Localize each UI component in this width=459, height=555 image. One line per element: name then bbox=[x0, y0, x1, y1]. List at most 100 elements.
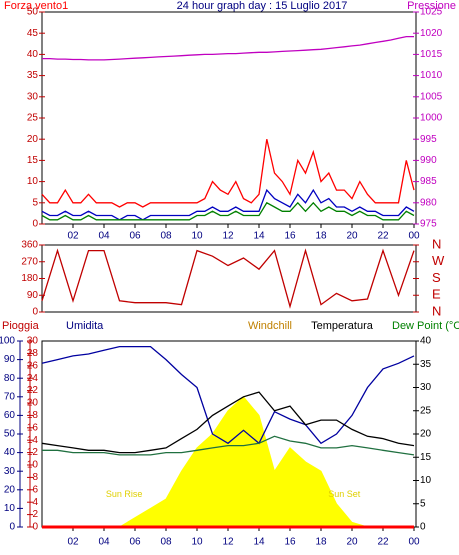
x-tick-label: 18 bbox=[315, 231, 327, 242]
chart-title: 24 hour graph day : 15 Luglio 2017 bbox=[177, 0, 348, 12]
tick-label: 360 bbox=[21, 240, 38, 251]
tick-label: 5 bbox=[32, 197, 38, 208]
temperature-label: Temperatura bbox=[311, 320, 374, 332]
tick-label: 80 bbox=[4, 373, 16, 384]
x-tick-label: 18 bbox=[315, 537, 327, 548]
x-tick-label: 00 bbox=[408, 537, 420, 548]
tick-label: 4 bbox=[32, 497, 38, 508]
annotation: Sun Set bbox=[328, 489, 361, 499]
tick-label: 40 bbox=[27, 49, 39, 60]
line bbox=[41, 345, 415, 445]
windchill-label: Windchill bbox=[248, 320, 292, 332]
x-tick-label: 04 bbox=[98, 231, 110, 242]
x-tick-label: 06 bbox=[129, 537, 141, 548]
tick-label: E bbox=[432, 287, 441, 302]
tick-label: 5 bbox=[420, 498, 426, 509]
line bbox=[42, 35, 414, 61]
line bbox=[41, 188, 415, 221]
tick-label: 60 bbox=[4, 410, 16, 421]
tick-label: 990 bbox=[420, 155, 437, 166]
x-tick-label: 02 bbox=[67, 537, 79, 548]
line bbox=[41, 248, 415, 309]
line bbox=[41, 139, 415, 208]
x-tick-label: 08 bbox=[160, 231, 172, 242]
tick-label: 1005 bbox=[420, 91, 443, 102]
tick-label: 995 bbox=[420, 134, 437, 145]
tick-label: 30 bbox=[27, 91, 39, 102]
tick-label: 1000 bbox=[420, 113, 443, 124]
tick-label: 0 bbox=[420, 522, 426, 533]
tick-label: N bbox=[432, 303, 441, 318]
tick-label: 180 bbox=[21, 273, 38, 284]
x-tick-label: 06 bbox=[129, 231, 141, 242]
tick-label: 0 bbox=[32, 307, 38, 318]
tick-label: 1010 bbox=[420, 70, 443, 81]
tick-label: 30 bbox=[420, 382, 432, 393]
x-tick-label: 22 bbox=[377, 537, 389, 548]
tick-label: 0 bbox=[32, 219, 38, 230]
tick-label: 2 bbox=[32, 509, 38, 520]
tick-label: 975 bbox=[420, 219, 437, 230]
annotation: Sun Rise bbox=[106, 489, 143, 499]
tick-label: 90 bbox=[4, 354, 16, 365]
tick-label: 6 bbox=[32, 484, 38, 495]
x-tick-label: 22 bbox=[377, 231, 389, 242]
tick-label: 10 bbox=[27, 176, 39, 187]
tick-label: 15 bbox=[27, 155, 39, 166]
pressure-label: Pressione bbox=[407, 0, 456, 12]
tick-label: 30 bbox=[4, 466, 16, 477]
tick-label: 25 bbox=[27, 113, 39, 124]
tick-label: 20 bbox=[420, 429, 432, 440]
tick-label: 1025 bbox=[420, 7, 443, 18]
tick-label: 100 bbox=[0, 336, 15, 347]
x-tick-label: 12 bbox=[222, 537, 234, 548]
tick-label: 50 bbox=[27, 7, 39, 18]
line bbox=[42, 435, 415, 456]
tick-label: 40 bbox=[420, 336, 432, 347]
tick-label: 90 bbox=[27, 290, 39, 301]
tick-label: 50 bbox=[4, 429, 16, 440]
humidity-label: Umidita bbox=[66, 320, 104, 332]
x-tick-label: 12 bbox=[222, 231, 234, 242]
x-tick-label: 02 bbox=[67, 231, 79, 242]
tick-label: 35 bbox=[27, 70, 39, 81]
tick-label: S bbox=[432, 270, 441, 285]
tick-label: 10 bbox=[4, 503, 16, 514]
x-tick-label: 08 bbox=[160, 537, 172, 548]
line bbox=[41, 201, 415, 221]
rain-label: Pioggia bbox=[2, 320, 40, 332]
tick-label: 0 bbox=[9, 522, 15, 533]
x-tick-label: 16 bbox=[284, 231, 296, 242]
tick-label: 8 bbox=[32, 472, 38, 483]
tick-label: N bbox=[432, 236, 441, 251]
x-tick-label: 10 bbox=[191, 231, 203, 242]
tick-label: 15 bbox=[420, 452, 432, 463]
tick-label: 20 bbox=[4, 484, 16, 495]
x-tick-label: 10 bbox=[191, 537, 203, 548]
x-tick-label: 20 bbox=[346, 537, 358, 548]
tick-label: W bbox=[432, 253, 445, 268]
wind-label: Forza vento1 bbox=[4, 0, 68, 12]
tick-label: 1020 bbox=[420, 28, 443, 39]
x-tick-label: 20 bbox=[346, 231, 358, 242]
tick-label: 1015 bbox=[420, 49, 443, 60]
tick-label: 45 bbox=[27, 28, 39, 39]
dewpoint-label: Dew Point (°C bbox=[392, 320, 459, 332]
tick-label: 35 bbox=[420, 359, 432, 370]
tick-label: 40 bbox=[4, 447, 16, 458]
tick-label: 270 bbox=[21, 256, 38, 267]
tick-label: 980 bbox=[420, 197, 437, 208]
x-tick-label: 00 bbox=[408, 231, 420, 242]
tick-label: 20 bbox=[27, 134, 39, 145]
x-tick-label: 14 bbox=[253, 231, 265, 242]
tick-label: 10 bbox=[420, 475, 432, 486]
x-tick-label: 16 bbox=[284, 537, 296, 548]
tick-label: 70 bbox=[4, 391, 16, 402]
tick-label: 985 bbox=[420, 176, 437, 187]
x-tick-label: 04 bbox=[98, 537, 110, 548]
line bbox=[41, 391, 415, 454]
tick-label: 0 bbox=[32, 522, 38, 533]
x-tick-label: 14 bbox=[253, 537, 265, 548]
tick-label: 25 bbox=[420, 405, 432, 416]
